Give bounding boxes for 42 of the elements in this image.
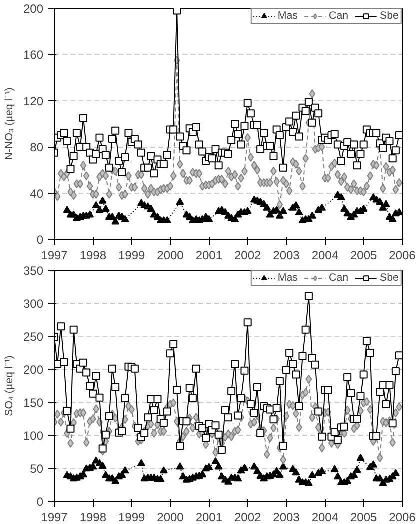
x-tick-label: 2004	[312, 510, 339, 524]
y-tick-label: 200	[23, 363, 44, 377]
y-tick-label: 300	[23, 297, 44, 311]
y-tick-label: 100	[23, 429, 44, 443]
x-tick-label: 1998	[80, 510, 107, 524]
x-tick-label: 1999	[118, 510, 146, 524]
y-tick-label: 80	[30, 140, 44, 155]
y-axis-title: SO₄ (µeq l⁻¹)	[3, 356, 16, 416]
legend-label: Sbe	[380, 10, 400, 22]
y-tick-label: 50	[30, 462, 44, 476]
y-tick-label: 120	[23, 94, 44, 108]
x-tick-label: 2003	[273, 248, 300, 262]
y-tick-label: 350	[23, 264, 44, 278]
legend-label: Sbe	[380, 272, 400, 284]
x-tick-label: 1997	[41, 510, 68, 524]
y-tick-label: 0	[36, 495, 44, 509]
y-tick-label: 160	[23, 48, 44, 62]
x-tick-label: 2000	[157, 248, 184, 262]
y-axis-title: N-NO₃ (µeq l⁻¹)	[3, 88, 16, 160]
x-tick-label: 2005	[350, 510, 378, 524]
x-tick-label: 2001	[196, 510, 223, 524]
x-tick-label: 1999	[118, 248, 146, 262]
y-tick-label: 0	[36, 233, 44, 247]
x-tick-label: 2000	[157, 510, 184, 524]
x-tick-label: 2002	[234, 248, 262, 262]
y-tick-label: 40	[30, 186, 44, 201]
x-tick-label: 2002	[234, 510, 262, 524]
x-tick-label: 2006	[389, 510, 416, 524]
legend-label: Can	[329, 10, 349, 22]
x-tick-label: 2003	[273, 510, 300, 524]
y-tick-label: 150	[23, 396, 44, 410]
y-tick-label: 200	[23, 2, 44, 16]
y-tick-label: 250	[23, 330, 44, 344]
legend-label: Mas	[278, 10, 298, 22]
legend-label: Mas	[278, 272, 298, 284]
x-tick-label: 1997	[41, 248, 68, 262]
x-tick-label: 2006	[389, 248, 416, 262]
x-tick-label: 1998	[80, 248, 107, 262]
x-tick-label: 2005	[350, 248, 378, 262]
x-tick-label: 2004	[312, 248, 339, 262]
legend-label: Can	[329, 272, 349, 284]
x-tick-label: 2001	[196, 248, 223, 262]
